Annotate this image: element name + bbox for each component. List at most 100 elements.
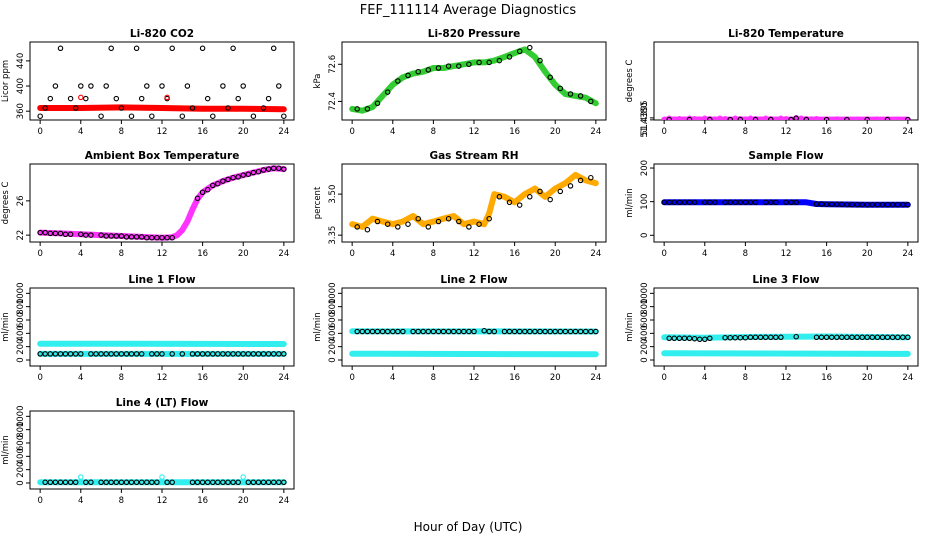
data-point bbox=[384, 328, 391, 335]
data-point bbox=[742, 199, 749, 206]
data-point bbox=[691, 115, 698, 120]
data-point bbox=[506, 328, 513, 335]
data-point bbox=[445, 63, 452, 69]
data-point bbox=[235, 174, 241, 180]
data-point bbox=[818, 334, 825, 341]
data-point bbox=[128, 351, 135, 357]
data-point bbox=[179, 113, 186, 119]
data-point bbox=[149, 479, 155, 486]
data-point bbox=[235, 479, 241, 486]
panel-title: Gas Stream RH bbox=[429, 150, 518, 162]
data-point bbox=[184, 83, 191, 89]
data-point bbox=[52, 479, 59, 486]
data-point bbox=[159, 351, 165, 357]
data-point bbox=[849, 334, 855, 341]
data-point bbox=[83, 232, 89, 238]
series-band-band bbox=[349, 171, 599, 230]
x-tick-label: 24 bbox=[278, 373, 289, 383]
data-point bbox=[456, 218, 462, 225]
data-point bbox=[67, 351, 74, 357]
data-point bbox=[562, 328, 569, 335]
data-point bbox=[37, 229, 43, 236]
data-point bbox=[270, 45, 277, 52]
data-point bbox=[204, 479, 211, 486]
data-point bbox=[481, 327, 487, 334]
x-tick-label: 4 bbox=[702, 127, 707, 137]
data-point bbox=[900, 201, 906, 208]
data-point bbox=[220, 351, 226, 357]
x-tick-label: 12 bbox=[469, 249, 480, 259]
data-point bbox=[547, 196, 553, 203]
panel-title: Li-820 Pressure bbox=[428, 28, 521, 40]
panel-title: Ambient Box Temperature bbox=[85, 150, 240, 162]
y-tick-label: 1000 bbox=[16, 406, 26, 428]
data-point bbox=[395, 224, 401, 230]
y-tick-label: 600 bbox=[328, 312, 338, 328]
data-point bbox=[78, 83, 84, 89]
data-point bbox=[215, 479, 221, 486]
data-point bbox=[220, 479, 226, 486]
data-point bbox=[577, 177, 584, 184]
data-point bbox=[722, 199, 728, 206]
y-tick-label: 100 bbox=[640, 194, 650, 210]
x-tick-label: 24 bbox=[278, 496, 289, 506]
x-tick-label: 16 bbox=[821, 249, 832, 259]
data-point bbox=[537, 328, 543, 335]
data-point bbox=[501, 328, 508, 335]
x-tick-label: 12 bbox=[157, 496, 168, 506]
data-point bbox=[823, 201, 830, 208]
y-axis-label: ml/min bbox=[625, 188, 635, 218]
data-point bbox=[113, 351, 120, 357]
data-point bbox=[773, 116, 779, 120]
x-tick-label: 0 bbox=[349, 127, 354, 137]
data-point bbox=[516, 202, 523, 208]
figure-title: FEF_111114 Average Diagnostics bbox=[360, 3, 577, 18]
data-point bbox=[854, 334, 860, 341]
y-tick-label: 0 bbox=[640, 357, 650, 362]
data-point bbox=[864, 334, 870, 341]
data-point bbox=[516, 48, 523, 55]
y-axis-label: kPa bbox=[313, 74, 323, 89]
x-tick-label: 4 bbox=[78, 127, 83, 137]
data-point bbox=[384, 89, 391, 95]
x-tick-label: 4 bbox=[702, 373, 707, 383]
data-point bbox=[62, 231, 69, 238]
data-point bbox=[707, 335, 713, 342]
data-point bbox=[400, 328, 406, 335]
y-tick-label: 22 bbox=[16, 230, 26, 241]
data-point bbox=[270, 165, 277, 172]
data-point bbox=[435, 328, 442, 335]
x-tick-label: 0 bbox=[37, 127, 42, 137]
y-tick-label: 1000 bbox=[16, 283, 26, 305]
data-point bbox=[537, 188, 543, 195]
data-point bbox=[773, 199, 779, 206]
data-point bbox=[747, 199, 754, 206]
panel-4: Ambient Box Temperature degrees C 0 4 8 12 16 2… bbox=[1, 150, 295, 259]
data-point bbox=[364, 328, 371, 335]
data-point bbox=[773, 334, 779, 341]
y-tick-label: 1000 bbox=[328, 283, 338, 305]
data-point bbox=[108, 479, 114, 486]
data-point bbox=[681, 116, 688, 120]
data-point bbox=[250, 351, 257, 357]
x-tick-label: 16 bbox=[197, 496, 208, 506]
x-tick-label: 4 bbox=[702, 249, 707, 259]
data-point bbox=[215, 351, 221, 357]
data-point bbox=[204, 351, 211, 357]
data-point bbox=[491, 328, 498, 335]
data-point bbox=[204, 186, 211, 193]
data-point bbox=[415, 328, 421, 335]
data-point bbox=[255, 479, 262, 486]
data-point bbox=[696, 116, 703, 120]
data-point bbox=[384, 221, 391, 227]
data-point bbox=[435, 218, 442, 225]
data-point bbox=[128, 113, 135, 119]
series-band-band bbox=[349, 46, 599, 114]
data-point bbox=[250, 169, 257, 176]
x-tick-label: 24 bbox=[590, 127, 601, 137]
data-point bbox=[72, 351, 79, 357]
data-point bbox=[707, 116, 713, 120]
data-point bbox=[354, 106, 360, 112]
y-axis-label: degrees C bbox=[1, 182, 11, 225]
data-point bbox=[118, 233, 125, 239]
